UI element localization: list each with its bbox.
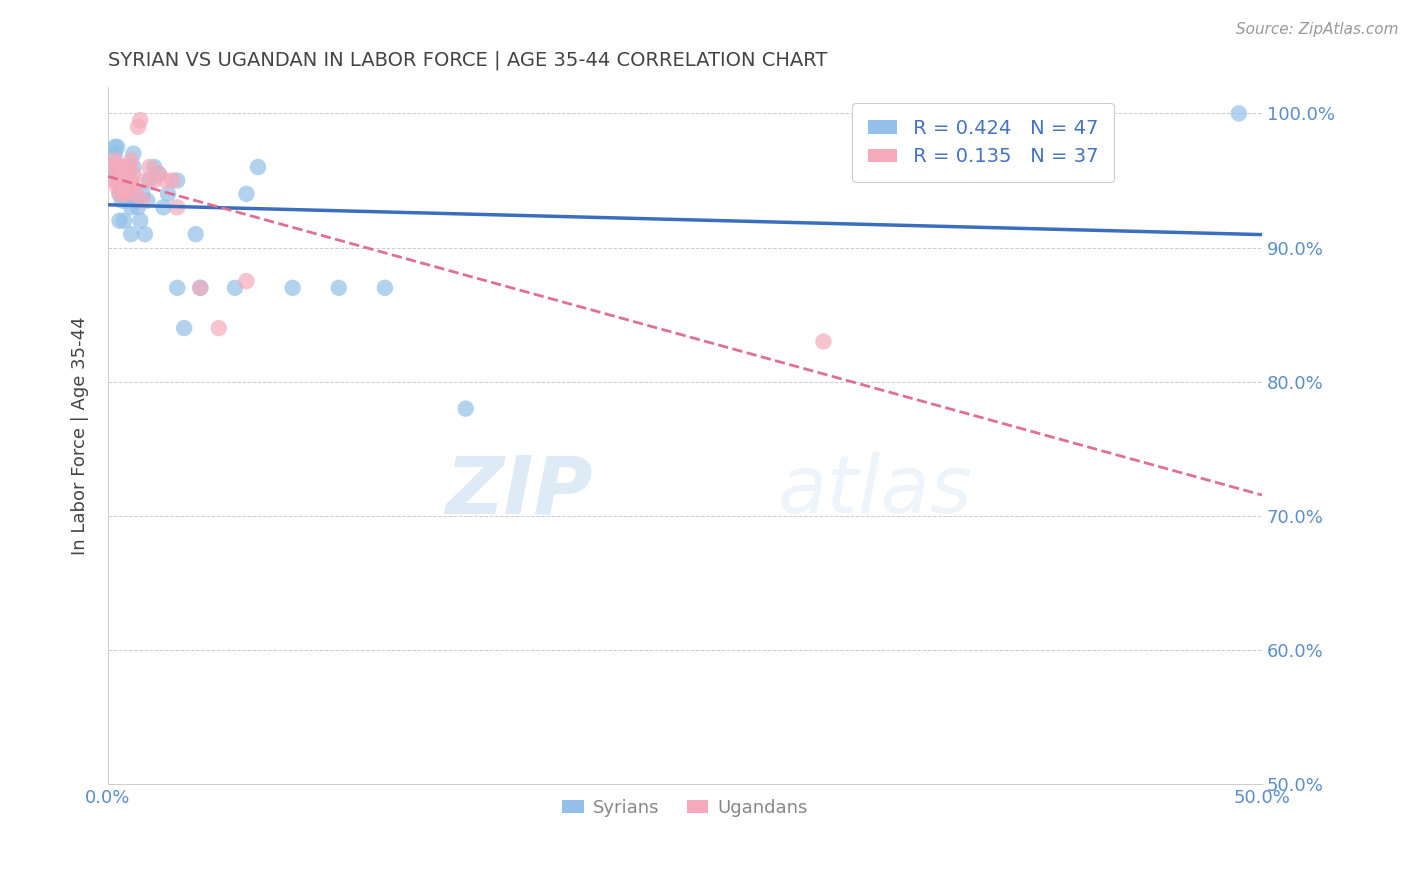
Point [184,227,207,241]
Point [156,186,179,201]
Point [112,167,135,181]
Point [188,281,211,295]
Point [148,167,170,181]
Point [224,281,246,295]
Point [813,334,835,349]
Point [125,194,148,208]
Point [235,274,257,288]
Point [108,173,131,187]
Point [328,281,350,295]
Point [111,194,134,208]
Point [131,194,153,208]
Point [112,186,135,201]
Point [105,140,128,154]
Point [120,227,142,241]
Point [111,173,134,187]
Text: SYRIAN VS UGANDAN IN LABOR FORCE | AGE 35-44 CORRELATION CHART: SYRIAN VS UGANDAN IN LABOR FORCE | AGE 3… [108,51,827,70]
Point [108,173,131,187]
Point [134,173,156,187]
Point [162,173,184,187]
Point [104,140,127,154]
Point [173,321,195,335]
Point [134,227,156,241]
Point [111,160,134,174]
Point [129,213,152,227]
Point [125,186,148,201]
Point [138,160,160,174]
Point [118,160,141,174]
Point [120,153,142,168]
Point [115,194,138,208]
Point [118,173,141,187]
Point [105,180,128,194]
Point [112,160,135,174]
Point [101,160,124,174]
Point [127,200,149,214]
Text: ZIP: ZIP [446,452,593,531]
Point [108,186,131,201]
Point [111,160,134,174]
Point [166,173,188,187]
Point [112,213,135,227]
Point [122,167,145,181]
Point [374,281,396,295]
Point [155,173,177,187]
Point [118,186,141,201]
Point [120,200,142,214]
Point [105,167,128,181]
Point [101,160,124,174]
Point [143,173,166,187]
Point [166,281,188,295]
Point [108,186,131,201]
Point [111,180,134,194]
Point [166,200,188,214]
Point [104,173,127,187]
Point [120,173,142,187]
Point [105,173,128,187]
Point [105,160,128,174]
Point [136,194,159,208]
Point [152,200,174,214]
Point [122,160,145,174]
Point [120,180,142,194]
Point [112,173,135,187]
Y-axis label: In Labor Force | Age 35-44: In Labor Force | Age 35-44 [72,316,89,555]
Text: Source: ZipAtlas.com: Source: ZipAtlas.com [1236,22,1399,37]
Text: atlas: atlas [778,452,972,531]
Point [108,213,131,227]
Point [104,153,127,168]
Point [1227,106,1250,120]
Point [104,146,127,161]
Point [454,401,477,416]
Point [115,186,138,201]
Point [208,321,231,335]
Point [115,173,138,187]
Point [118,160,141,174]
Point [188,281,211,295]
Point [127,120,149,134]
Point [143,160,166,174]
Point [129,113,152,128]
Point [108,167,131,181]
Point [115,173,138,187]
Point [138,173,160,187]
Point [246,160,269,174]
Point [108,160,131,174]
Point [131,186,153,201]
Point [281,281,304,295]
Point [111,173,134,187]
Point [235,186,257,201]
Legend: Syrians, Ugandans: Syrians, Ugandans [555,792,815,824]
Point [148,167,170,181]
Point [122,146,145,161]
